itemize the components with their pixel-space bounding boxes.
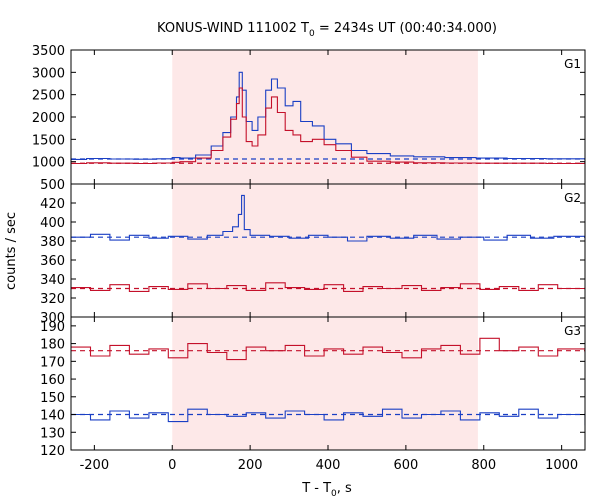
- y-tick-label: 500: [40, 178, 65, 193]
- panel-plot-area: [71, 337, 585, 426]
- y-tick-label: 160: [40, 373, 65, 388]
- highlight-interval: [172, 184, 478, 317]
- panel-g1: 500 1000 1500 2000 2500 3000 3500 G1: [32, 44, 586, 193]
- panel-plot-area: [71, 71, 585, 165]
- y-tick-label: 300: [40, 311, 65, 326]
- y-tick-label: 2000: [32, 111, 65, 126]
- series-red-g3: [71, 337, 585, 361]
- y-tick-label: 1500: [32, 133, 65, 148]
- x-tick-label: 800: [471, 458, 496, 473]
- y-tick-label: 1000: [32, 156, 65, 171]
- y-tick-label: 320: [40, 292, 65, 307]
- x-axis-label-main: T - T: [301, 481, 331, 496]
- series-blue-g1: [71, 71, 585, 160]
- y-tick-label: 140: [40, 409, 65, 424]
- x-tick-label: 200: [238, 458, 263, 473]
- panel-plot-area: [71, 194, 585, 292]
- y-axis-label: counts / sec: [4, 212, 19, 290]
- y-tick-label: 3000: [32, 66, 65, 81]
- series-blue-g2: [71, 194, 585, 242]
- y-tick-label: 380: [40, 235, 65, 250]
- y-tick-label: 2500: [32, 89, 65, 104]
- panel-label: G1: [564, 57, 581, 71]
- x-tick-label: 400: [316, 458, 341, 473]
- y-tick-label: 420: [40, 197, 65, 212]
- panel-label: G3: [564, 324, 581, 338]
- plot-panels: 500100015002000250030003500G130032034036…: [32, 44, 586, 473]
- panel-label: G2: [564, 191, 581, 205]
- x-tick-label: 1000: [545, 458, 578, 473]
- chart-title-subscript: 0: [309, 29, 315, 39]
- series-red-g1: [71, 87, 585, 165]
- y-tick-label: 170: [40, 355, 65, 370]
- y-tick-label: 340: [40, 273, 65, 288]
- y-tick-label: 120: [40, 444, 65, 459]
- y-tick-label: 360: [40, 254, 65, 269]
- panel-g2: 300 320 340 360 380 400 420 G2: [40, 183, 586, 326]
- x-axis-label: T - T0, s: [301, 481, 352, 499]
- highlight-interval: [172, 50, 478, 184]
- x-axis-label-subscript: 0: [331, 489, 337, 499]
- y-tick-label: 130: [40, 426, 65, 441]
- chart-title: KONUS-WIND 111002 T0 = 2434s UT (00:40:3…: [157, 21, 497, 39]
- x-tick-label: 0: [168, 458, 176, 473]
- chart-title-rest: = 2434s UT (00:40:34.000): [315, 21, 497, 36]
- series-blue-g3: [71, 408, 585, 426]
- x-tick-label: -200: [80, 458, 110, 473]
- y-tick-label: 3500: [32, 44, 65, 59]
- x-tick-label: 600: [393, 458, 418, 473]
- y-tick-label: 400: [40, 216, 65, 231]
- y-tick-label: 150: [40, 391, 65, 406]
- x-axis-label-rest: , s: [337, 481, 352, 496]
- y-tick-label: 180: [40, 338, 65, 353]
- y-tick-label: 190: [40, 320, 65, 335]
- highlight-interval: [172, 317, 478, 450]
- panel-g3: 120 130 140 150 160 170 180 190 G3: [40, 316, 586, 459]
- series-red-g2: [71, 282, 585, 292]
- chart-title-main: KONUS-WIND 111002 T: [157, 21, 309, 36]
